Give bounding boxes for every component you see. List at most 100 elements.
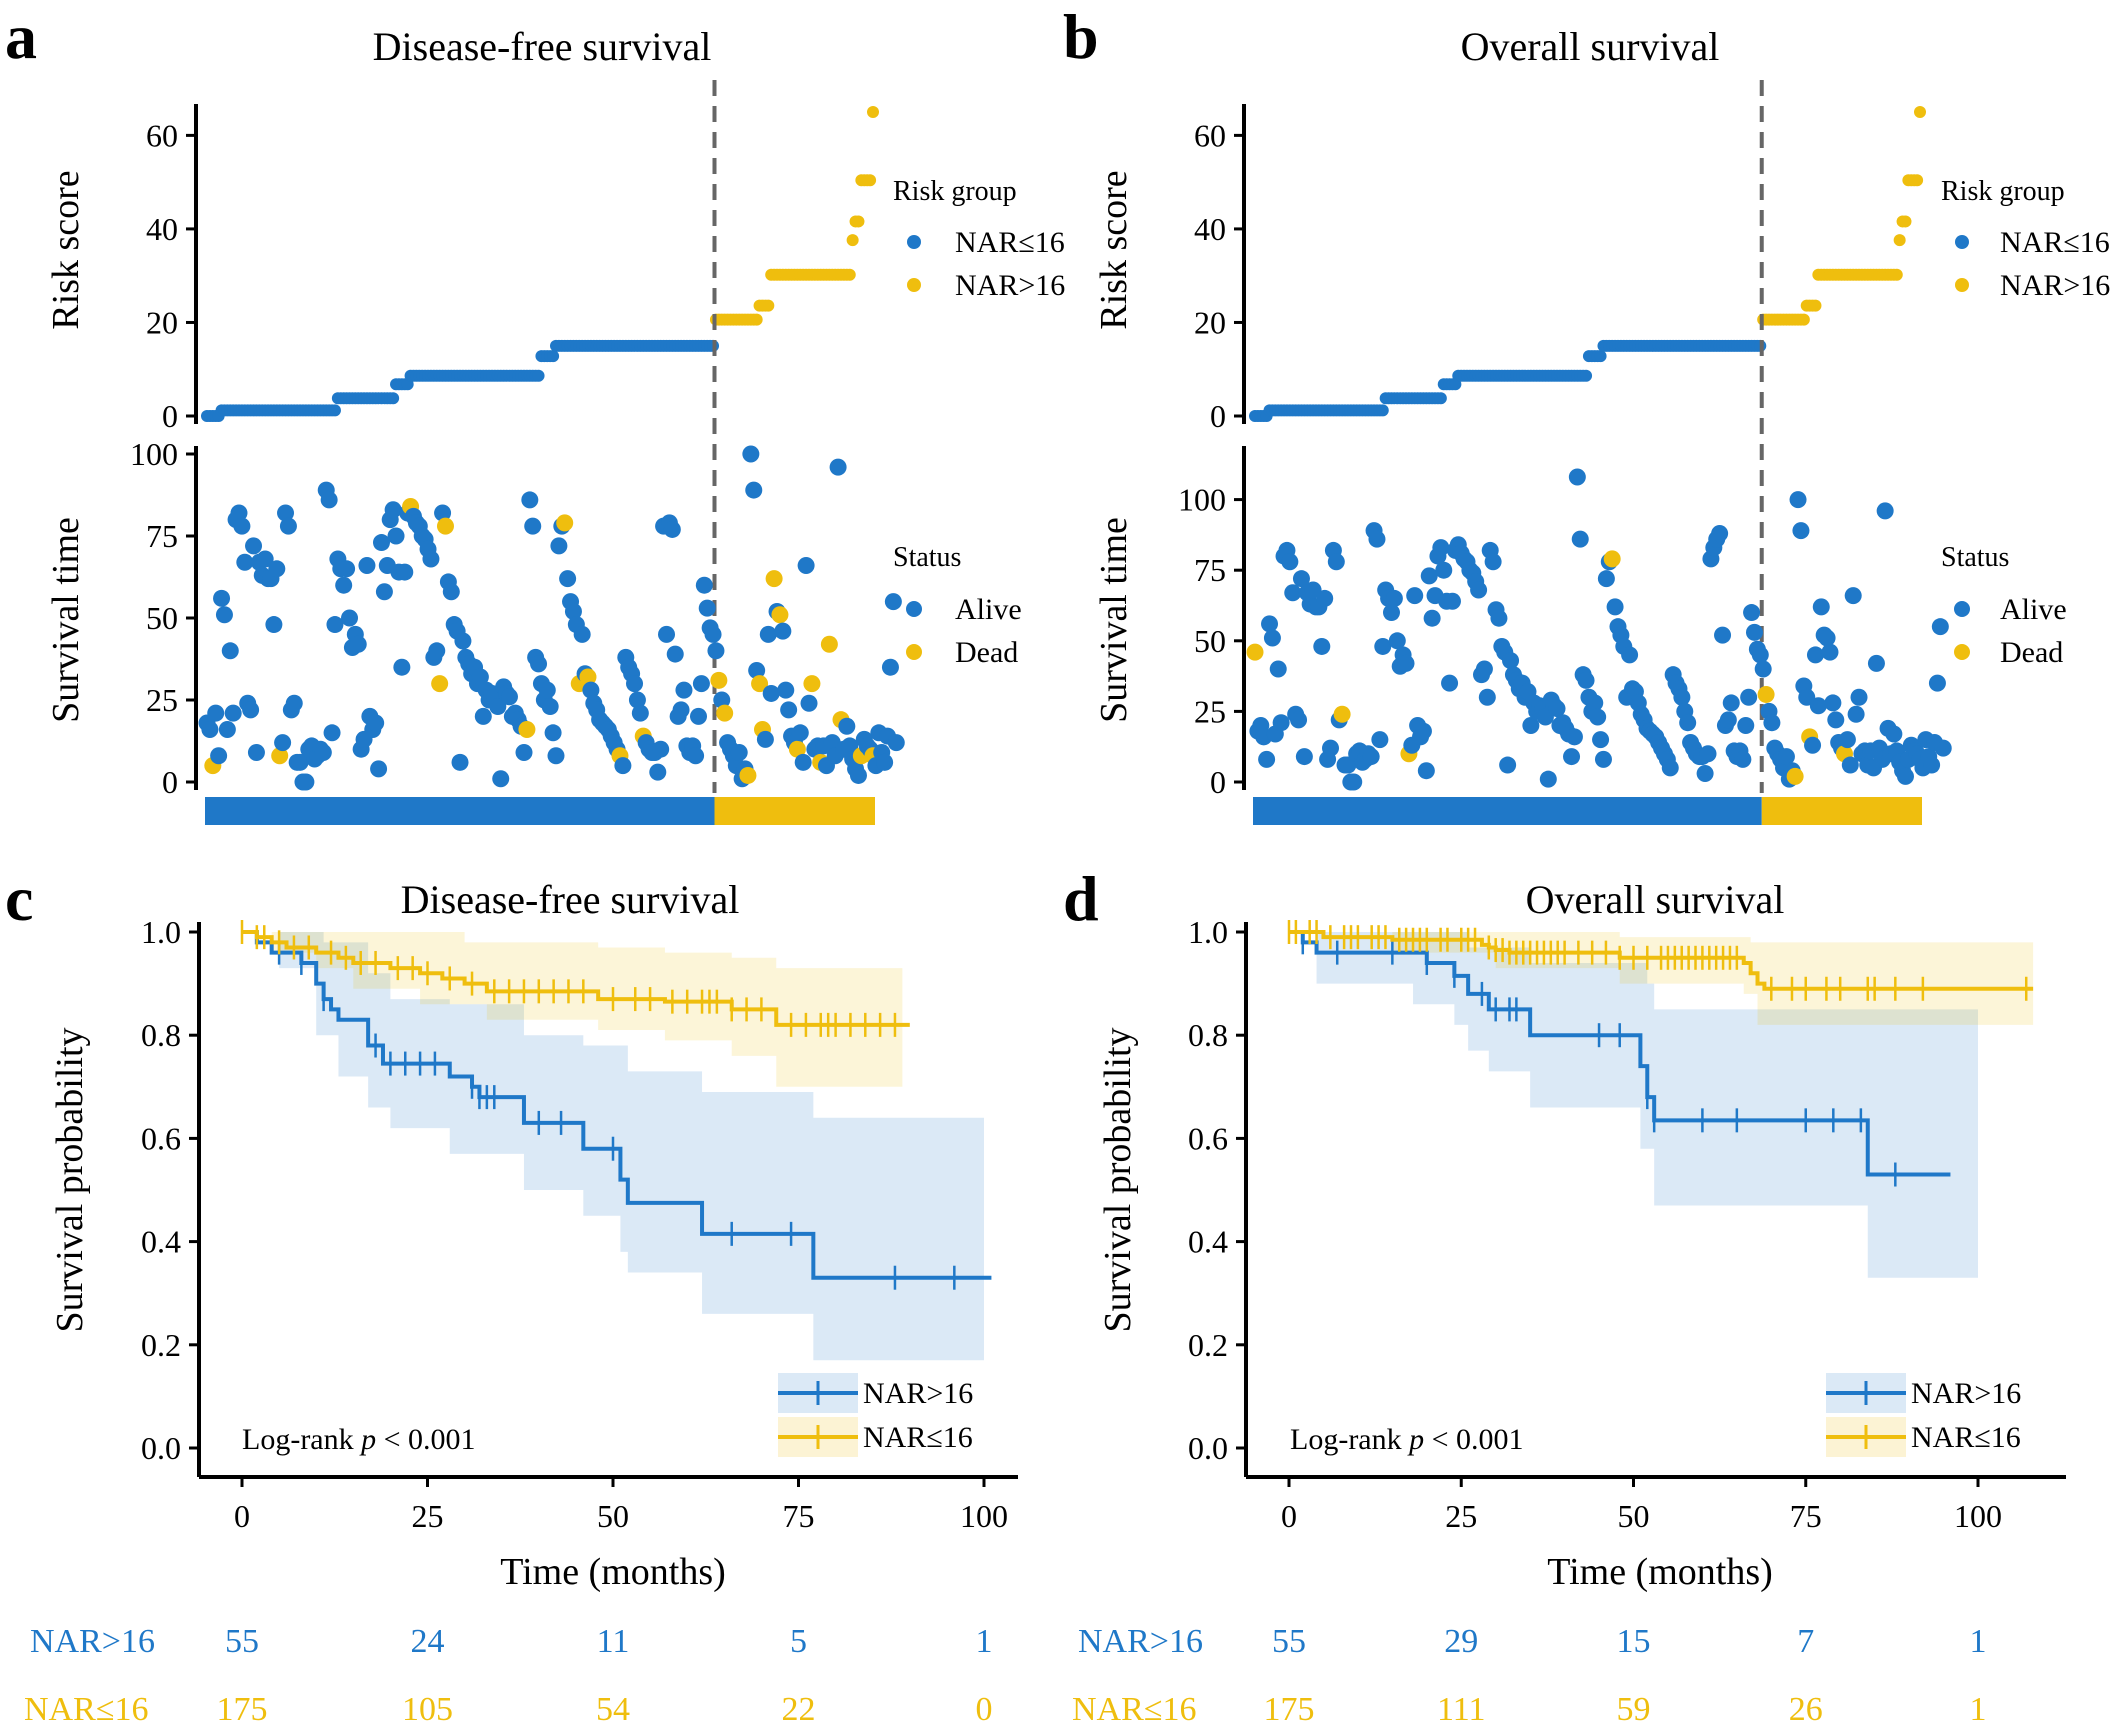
- km-x-tick-label: 75: [1790, 1498, 1822, 1534]
- dead-point: [518, 721, 536, 739]
- alive-point: [1923, 756, 1941, 774]
- km-y-tick-label: 0.0: [141, 1430, 181, 1466]
- alive-point: [1928, 674, 1946, 692]
- alive-point: [652, 740, 670, 758]
- alive-point: [341, 609, 359, 627]
- risk-table-count: 175: [217, 1691, 268, 1726]
- alive-point: [564, 602, 582, 620]
- alive-point: [794, 753, 812, 771]
- risk-point: [1890, 268, 1903, 281]
- risk-table-count: 54: [596, 1691, 630, 1726]
- alive-point: [247, 743, 265, 761]
- risk-point: [387, 392, 400, 405]
- dead-point: [1246, 643, 1264, 661]
- alive-point: [1763, 714, 1781, 732]
- alive-point: [841, 737, 859, 755]
- dead-point: [556, 514, 574, 532]
- risk-y-tick-label: 0: [162, 398, 178, 434]
- alive-point: [626, 675, 644, 693]
- risk-y-tick-label: 60: [1194, 117, 1226, 153]
- alive-point: [326, 616, 344, 634]
- alive-point: [1388, 632, 1406, 650]
- risk-table-count: 105: [402, 1691, 453, 1726]
- alive-point: [1896, 767, 1914, 785]
- panel-d-risk-table: NAR>16 NAR≤16 55 29 15 7 1 175 111 59 26 1: [1072, 1623, 1987, 1726]
- time-y-tick-label: 50: [1194, 623, 1226, 659]
- km-x-tick-label: 25: [1445, 1498, 1477, 1534]
- alive-point: [1722, 694, 1740, 712]
- alive-point: [428, 642, 446, 660]
- alive-point: [777, 681, 795, 699]
- risk-group-legend-title: Risk group: [893, 176, 1017, 207]
- alive-point: [367, 714, 385, 732]
- alive-point: [451, 753, 469, 771]
- dead-point: [751, 675, 769, 693]
- alive-point: [849, 766, 867, 784]
- alive-point: [530, 655, 548, 673]
- alive-point: [829, 458, 847, 476]
- panel-c-risk-counts: 55 24 11 5 1 175 105 54 22 0: [217, 1623, 993, 1726]
- alive-point: [454, 632, 472, 650]
- alive-point: [372, 534, 390, 552]
- alive-point: [1478, 688, 1496, 706]
- alive-point: [489, 698, 507, 716]
- km-curve: [242, 930, 910, 1027]
- panel-a: a Disease-free survival Risk score Survi…: [5, 1, 1065, 825]
- panel-c-ylabel: Survival probability: [49, 1027, 91, 1332]
- risk-y-tick-label: 20: [1194, 304, 1226, 340]
- alive-point: [1806, 646, 1824, 664]
- legend-dead-marker: [1954, 644, 1970, 660]
- risk-y-tick-label: 60: [146, 117, 178, 153]
- alive-point: [1844, 587, 1862, 605]
- time-y-tick-label: 100: [1178, 482, 1226, 518]
- panel-b-risk-ylabel: Risk score: [1093, 170, 1135, 329]
- legend-alive-marker: [1954, 601, 1970, 617]
- risk-point: [532, 369, 545, 382]
- alive-point: [1751, 646, 1769, 664]
- alive-point: [338, 560, 356, 578]
- dead-point: [579, 668, 597, 686]
- alive-point: [274, 734, 292, 752]
- dead-point: [710, 671, 728, 689]
- alive-point: [1931, 618, 1949, 636]
- alive-point: [1714, 626, 1732, 644]
- alive-point: [1499, 756, 1517, 774]
- alive-point: [314, 743, 332, 761]
- panel-a-risk-ylabel: Risk score: [45, 170, 87, 329]
- alive-point: [1441, 674, 1459, 692]
- alive-point: [538, 681, 556, 699]
- alive-point: [1589, 708, 1607, 726]
- alive-point: [614, 757, 632, 775]
- km-curve: [242, 930, 992, 1280]
- km-y-tick-label: 0.6: [1188, 1120, 1228, 1156]
- risk-table-count: 59: [1617, 1691, 1651, 1726]
- alive-point: [1502, 652, 1520, 670]
- dead-point: [431, 675, 449, 693]
- alive-point: [1699, 745, 1717, 763]
- risk-table-count: 22: [782, 1691, 816, 1726]
- legend-alive-label: Alive: [955, 593, 1022, 626]
- risk-point: [1899, 215, 1912, 228]
- risk-table-count: 29: [1444, 1623, 1478, 1660]
- alive-point: [695, 576, 713, 594]
- alive-point: [434, 504, 452, 522]
- alive-point: [1490, 609, 1508, 627]
- alive-point: [1719, 711, 1737, 729]
- legend-low-label: NAR≤16: [2000, 226, 2110, 259]
- alive-point: [279, 517, 297, 535]
- km-curve: [1289, 930, 1951, 1177]
- legend-low-label: NAR≤16: [1911, 1421, 2021, 1454]
- alive-point: [1734, 750, 1752, 768]
- alive-point: [707, 642, 725, 660]
- alive-point: [1711, 524, 1729, 542]
- alive-point: [745, 481, 763, 499]
- alive-point: [521, 491, 539, 509]
- alive-point: [236, 553, 254, 571]
- alive-point: [358, 557, 376, 575]
- alive-point: [1565, 728, 1583, 746]
- alive-point: [756, 730, 774, 748]
- panel-a-time-ylabel: Survival time: [45, 517, 87, 723]
- alive-point: [291, 753, 309, 771]
- panel-c-xlabel: Time (months): [500, 1551, 726, 1593]
